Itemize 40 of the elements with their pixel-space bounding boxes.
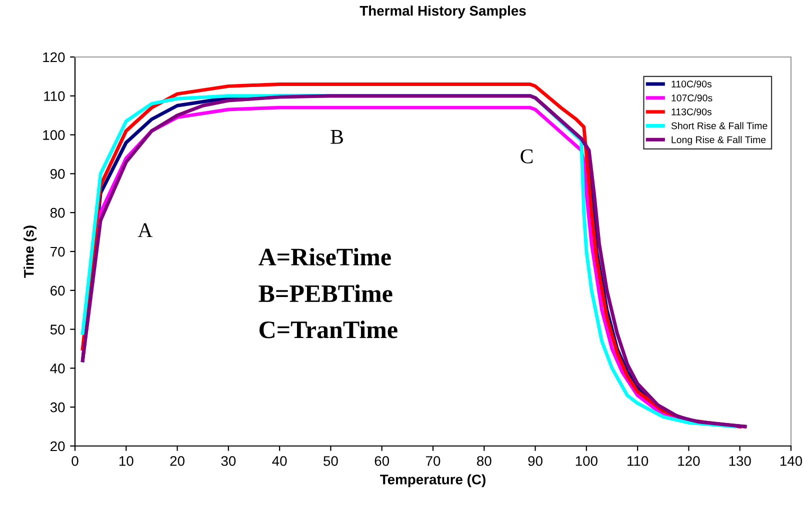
y-tick-label: 40 [50,364,65,374]
y-tick-label: 50 [50,324,65,334]
legend-label: 110C/90s [672,80,712,88]
y-tick-label: 70 [50,246,65,257]
annotation: C [520,149,533,164]
y-tick-label: 30 [50,402,65,412]
x-tick-label: 120 [678,456,700,466]
x-tick-label: 60 [374,456,390,466]
annotation: B=PEBTime [258,284,392,302]
x-axis-title: Temperature (C) [380,474,486,488]
y-tick-label: 90 [50,169,65,179]
legend-label: 107C/90s [672,94,712,102]
x-tick-label: 70 [426,456,440,466]
y-tick-label: 60 [50,286,65,296]
y-tick-label: 80 [50,208,65,218]
x-tick-label: 90 [528,456,542,466]
x-tick-label: 10 [119,456,134,466]
x-tick-label: 30 [221,456,236,466]
x-tick-label: 100 [576,456,598,466]
y-tick-label: 110 [44,91,65,102]
annotation: B [330,130,343,144]
legend-label: Short Rise & Fall Time [671,122,768,130]
legend-label: 113C/90s [672,108,712,116]
annotation: C=TranTime [260,320,398,338]
y-tick-label: 20 [50,441,65,452]
x-tick-label: 130 [729,456,751,466]
x-tick-label: 20 [170,456,184,466]
chart-title: Thermal History Samples [360,6,526,18]
x-tick-label: 40 [272,456,287,466]
x-tick-label: 0 [72,456,78,466]
y-tick-label: 100 [43,130,65,140]
annotation: A [138,223,153,238]
y-tick-label: 120 [43,52,65,62]
annotation: A=RiseTime [258,248,391,266]
x-tick-label: 80 [477,456,492,466]
x-tick-label: 110 [628,456,648,466]
y-axis-title: Time (s) [24,226,37,278]
legend-label: Long Rise & Fall Time [672,136,766,146]
x-tick-label: 140 [780,456,802,466]
x-tick-label: 50 [324,456,338,466]
